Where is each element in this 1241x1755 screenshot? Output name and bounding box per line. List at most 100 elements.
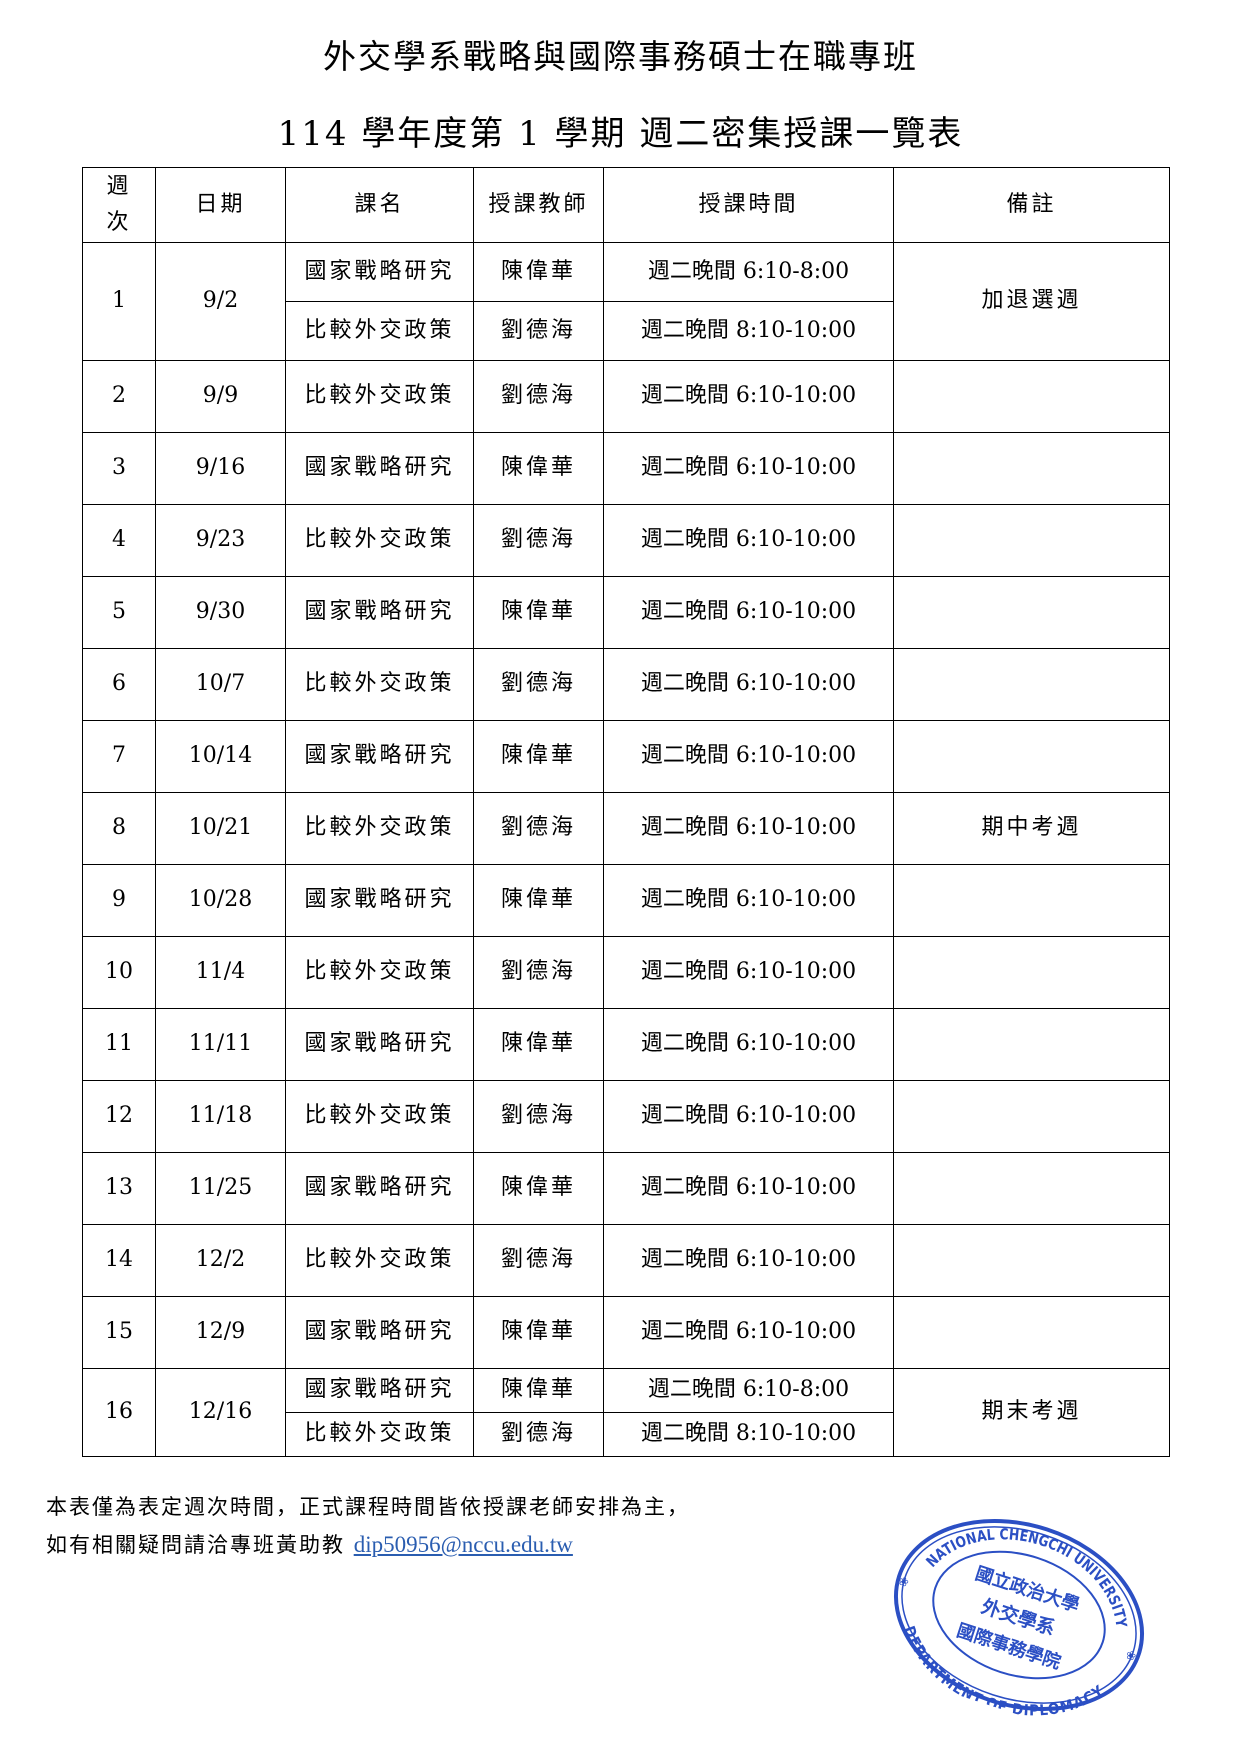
week-cell: 8 [82, 792, 156, 865]
teacher-cell: 陳偉華 [473, 242, 604, 302]
week-cell: 9 [82, 864, 156, 937]
header-week-bottom: 次 [106, 210, 132, 235]
course-cell: 國家戰略研究 [285, 1296, 474, 1369]
table-row: 5 9/30 國家戰略研究 陳偉華 週二晚間 6:10-10:00 [82, 576, 1170, 649]
date-cell: 12/9 [155, 1296, 286, 1369]
time-cell: 週二晚間 6:10-10:00 [603, 720, 894, 793]
course-cell: 國家戰略研究 [285, 576, 474, 649]
contact-text: 如有相關疑問請洽專班黃助教 [46, 1533, 345, 1557]
remark-cell [893, 864, 1170, 937]
header-teacher: 授課教師 [473, 167, 604, 243]
department-seal: NATIONAL CHENGCHI UNIVERSITY DEPARTMENT … [884, 1498, 1150, 1745]
time-cell: 週二晚間 6:10-10:00 [603, 1008, 894, 1081]
remark-cell [893, 936, 1170, 1009]
teacher-cell: 陳偉華 [473, 1368, 604, 1413]
table-row: 7 10/14 國家戰略研究 陳偉華 週二晚間 6:10-10:00 [82, 720, 1170, 793]
week-cell: 15 [82, 1296, 156, 1369]
table-row: 10 11/4 比較外交政策 劉德海 週二晚間 6:10-10:00 [82, 936, 1170, 1009]
remark-cell [893, 1008, 1170, 1081]
table-row: 比較外交政策 劉德海 週二晚間 8:10-10:00 [83, 301, 1170, 361]
date-cell: 10/28 [155, 864, 286, 937]
document-title: 外交學系戰略與國際事務碩士在職專班 [323, 37, 918, 76]
time-cell: 週二晚間 6:10-10:00 [603, 1080, 894, 1153]
week-cell: 3 [82, 432, 156, 505]
remark-cell [893, 1224, 1170, 1297]
week-cell: 5 [82, 576, 156, 649]
table-row: 2 9/9 比較外交政策 劉德海 週二晚間 6:10-10:00 [82, 360, 1170, 433]
time-cell: 週二晚間 6:10-8:00 [603, 242, 894, 302]
schedule-table: 週次 日期 課名 授課教師 授課時間 備註 1 9/2 國家戰略研究 陳偉華 週二晚間 … [82, 167, 1170, 1457]
course-cell: 國家戰略研究 [285, 242, 474, 302]
date-cell: 11/11 [155, 1008, 286, 1081]
teacher-cell: 陳偉華 [473, 1296, 604, 1369]
date-cell: 12/16 [155, 1368, 286, 1457]
header-date: 日期 [155, 167, 286, 243]
time-cell: 週二晚間 6:10-10:00 [603, 864, 894, 937]
time-cell: 週二晚間 6:10-10:00 [603, 648, 894, 721]
remark-cell [893, 504, 1170, 577]
header-remark: 備註 [893, 167, 1170, 243]
footer-contact: 如有相關疑問請洽專班黃助教 dip50956@nccu.edu.tw [46, 1530, 573, 1560]
table-row: 11 11/11 國家戰略研究 陳偉華 週二晚間 6:10-10:00 [82, 1008, 1170, 1081]
time-cell: 週二晚間 8:10-10:00 [603, 301, 894, 361]
table-row: 16 12/16 國家戰略研究 陳偉華 週二晚間 6:10-8:00 期末考週 [82, 1368, 1170, 1457]
time-cell: 週二晚間 6:10-10:00 [603, 936, 894, 1009]
date-cell: 11/18 [155, 1080, 286, 1153]
course-cell: 比較外交政策 [285, 1224, 474, 1297]
remark-cell: 期末考週 [893, 1368, 1170, 1457]
teacher-cell: 陳偉華 [473, 432, 604, 505]
date-cell: 11/4 [155, 936, 286, 1009]
remark-cell [893, 360, 1170, 433]
remark-cell [893, 1152, 1170, 1225]
teacher-cell: 陳偉華 [473, 864, 604, 937]
date-cell: 10/14 [155, 720, 286, 793]
week-cell: 4 [82, 504, 156, 577]
remark-cell [893, 1080, 1170, 1153]
course-cell: 國家戰略研究 [285, 720, 474, 793]
time-cell: 週二晚間 6:10-10:00 [603, 792, 894, 865]
teacher-cell: 陳偉華 [473, 720, 604, 793]
course-cell: 國家戰略研究 [285, 432, 474, 505]
week-cell: 12 [82, 1080, 156, 1153]
teacher-cell: 劉德海 [473, 1412, 604, 1457]
course-cell: 比較外交政策 [285, 504, 474, 577]
week-cell: 11 [82, 1008, 156, 1081]
teacher-cell: 劉德海 [473, 1224, 604, 1297]
course-cell: 比較外交政策 [285, 648, 474, 721]
week-cell: 2 [82, 360, 156, 433]
date-cell: 9/23 [155, 504, 286, 577]
remark-cell: 加退選週 [893, 242, 1170, 361]
remark-cell [893, 1296, 1170, 1369]
week-cell: 7 [82, 720, 156, 793]
time-cell: 週二晚間 6:10-8:00 [603, 1368, 894, 1413]
week-cell: 13 [82, 1152, 156, 1225]
seal-flower-left-icon: ❀ [897, 1574, 911, 1590]
teacher-cell: 陳偉華 [473, 576, 604, 649]
header-week-top: 週 [106, 174, 132, 199]
table-row: 12 11/18 比較外交政策 劉德海 週二晚間 6:10-10:00 [82, 1080, 1170, 1153]
time-cell: 週二晚間 6:10-10:00 [603, 432, 894, 505]
teacher-cell: 陳偉華 [473, 1152, 604, 1225]
week-cell: 1 [82, 242, 156, 361]
date-cell: 10/21 [155, 792, 286, 865]
teacher-cell: 劉德海 [473, 360, 604, 433]
remark-cell [893, 576, 1170, 649]
time-cell: 週二晚間 8:10-10:00 [603, 1412, 894, 1457]
table-row: 13 11/25 國家戰略研究 陳偉華 週二晚間 6:10-10:00 [82, 1152, 1170, 1225]
date-cell: 9/16 [155, 432, 286, 505]
course-cell: 比較外交政策 [285, 936, 474, 1009]
teacher-cell: 劉德海 [473, 648, 604, 721]
date-cell: 11/25 [155, 1152, 286, 1225]
course-cell: 國家戰略研究 [285, 864, 474, 937]
remark-cell: 期中考週 [893, 792, 1170, 865]
email-link[interactable]: dip50956@nccu.edu.tw [353, 1532, 573, 1557]
table-row: 8 10/21 比較外交政策 劉德海 週二晚間 6:10-10:00 期中考週 [82, 792, 1170, 865]
time-cell: 週二晚間 6:10-10:00 [603, 1152, 894, 1225]
teacher-cell: 劉德海 [473, 792, 604, 865]
date-cell: 12/2 [155, 1224, 286, 1297]
footer-note: 本表僅為表定週次時間，正式課程時間皆依授課老師安排為主， [46, 1495, 690, 1519]
course-cell: 國家戰略研究 [285, 1368, 474, 1413]
time-cell: 週二晚間 6:10-10:00 [603, 1224, 894, 1297]
remark-cell [893, 720, 1170, 793]
time-cell: 週二晚間 6:10-10:00 [603, 360, 894, 433]
